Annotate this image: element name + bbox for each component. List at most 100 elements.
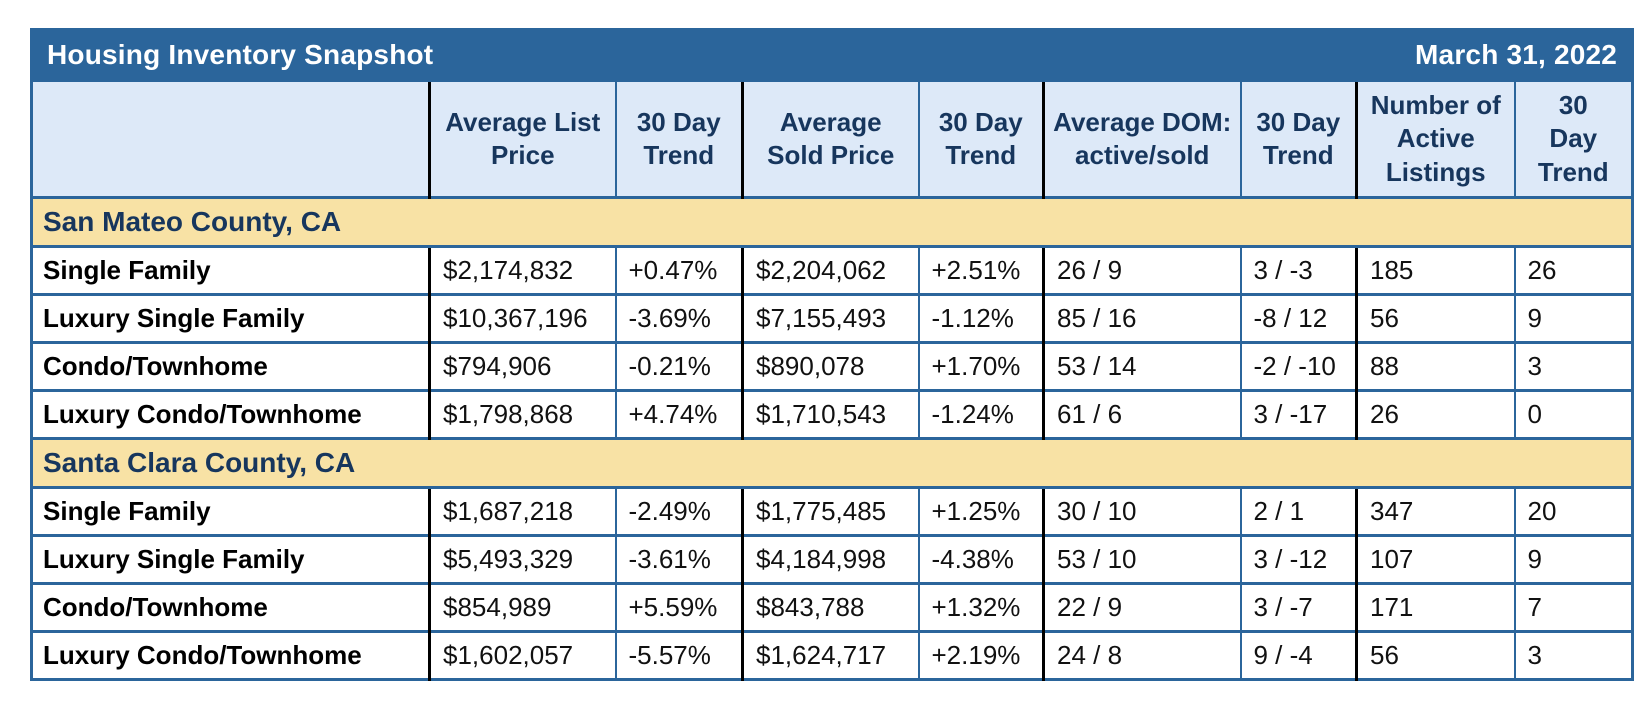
listings-trend-cell: 9 — [1513, 534, 1633, 584]
row-label: Condo/Townhome — [31, 341, 430, 391]
col-header-dom-trend: 30 Day Trend — [1239, 79, 1357, 198]
list-trend-cell: -5.57% — [614, 630, 743, 680]
page-title: Housing Inventory Snapshot — [47, 39, 434, 70]
list-trend-cell: -0.21% — [614, 341, 743, 391]
avg-list-price-cell: $1,602,057 — [428, 630, 616, 680]
dom-trend-cell: -2 / -10 — [1239, 341, 1357, 391]
section-title: San Mateo County, CA — [31, 196, 1633, 247]
table-row: Condo/Townhome $794,906 -0.21% $890,078 … — [31, 341, 1633, 391]
listings-trend-cell: 7 — [1513, 582, 1633, 632]
sold-trend-cell: -1.24% — [917, 389, 1044, 439]
avg-sold-price-cell: $1,775,485 — [741, 486, 919, 536]
sold-trend-cell: +1.32% — [917, 582, 1044, 632]
sold-trend-cell: -4.38% — [917, 534, 1044, 584]
row-label: Luxury Single Family — [31, 293, 430, 343]
section-header-santa-clara: Santa Clara County, CA — [31, 437, 1633, 488]
col-header-listings-trend-label: 30 Day Trend — [1537, 90, 1609, 187]
list-trend-cell: +5.59% — [614, 582, 743, 632]
dom-trend-cell: 3 / -7 — [1239, 582, 1357, 632]
listings-trend-cell: 3 — [1513, 630, 1633, 680]
sold-trend-cell: +1.25% — [917, 486, 1044, 536]
table-row: Condo/Townhome $854,989 +5.59% $843,788 … — [31, 582, 1633, 632]
col-header-avg-sold-price: Average Sold Price — [741, 79, 919, 198]
column-header-row: Average List Price 30 Day Trend Average … — [31, 79, 1633, 198]
row-label: Luxury Single Family — [31, 534, 430, 584]
dom-trend-cell: 3 / -3 — [1239, 245, 1357, 295]
corner-cell — [31, 79, 430, 198]
listings-trend-cell: 26 — [1513, 245, 1633, 295]
active-listings-cell: 56 — [1355, 293, 1515, 343]
avg-list-price-cell: $854,989 — [428, 582, 616, 632]
listings-trend-cell: 3 — [1513, 341, 1633, 391]
table-row: Single Family $2,174,832 +0.47% $2,204,0… — [31, 245, 1633, 295]
sold-trend-cell: +2.51% — [917, 245, 1044, 295]
dom-trend-cell: 2 / 1 — [1239, 486, 1357, 536]
sold-trend-cell: +1.70% — [917, 341, 1044, 391]
col-header-sold-trend: 30 Day Trend — [917, 79, 1044, 198]
row-label: Condo/Townhome — [31, 582, 430, 632]
dom-trend-cell: 3 / -17 — [1239, 389, 1357, 439]
avg-list-price-cell: $5,493,329 — [428, 534, 616, 584]
active-listings-cell: 56 — [1355, 630, 1515, 680]
row-label: Luxury Condo/Townhome — [31, 389, 430, 439]
avg-sold-price-cell: $1,624,717 — [741, 630, 919, 680]
list-trend-cell: -3.61% — [614, 534, 743, 584]
housing-inventory-table: Housing Inventory Snapshot March 31, 202… — [30, 28, 1635, 681]
sold-trend-cell: +2.19% — [917, 630, 1044, 680]
active-listings-cell: 26 — [1355, 389, 1515, 439]
avg-dom-cell: 26 / 9 — [1042, 245, 1241, 295]
active-listings-cell: 88 — [1355, 341, 1515, 391]
inventory-table: Housing Inventory Snapshot March 31, 202… — [30, 28, 1635, 681]
list-trend-cell: +4.74% — [614, 389, 743, 439]
avg-sold-price-cell: $4,184,998 — [741, 534, 919, 584]
report-date: March 31, 2022 — [1415, 39, 1618, 70]
list-trend-cell: +0.47% — [614, 245, 743, 295]
avg-sold-price-cell: $1,710,543 — [741, 389, 919, 439]
table-row: Luxury Single Family $5,493,329 -3.61% $… — [31, 534, 1633, 584]
col-header-avg-list-price: Average List Price — [428, 79, 616, 198]
avg-dom-cell: 53 / 10 — [1042, 534, 1241, 584]
dom-trend-cell: 3 / -12 — [1239, 534, 1357, 584]
avg-dom-cell: 24 / 8 — [1042, 630, 1241, 680]
section-header-san-mateo: San Mateo County, CA — [31, 196, 1633, 247]
col-header-avg-dom: Average DOM: active/sold — [1042, 79, 1241, 198]
avg-list-price-cell: $1,798,868 — [428, 389, 616, 439]
active-listings-cell: 185 — [1355, 245, 1515, 295]
avg-list-price-cell: $794,906 — [428, 341, 616, 391]
avg-list-price-cell: $2,174,832 — [428, 245, 616, 295]
dom-trend-cell: -8 / 12 — [1239, 293, 1357, 343]
avg-list-price-cell: $1,687,218 — [428, 486, 616, 536]
row-label: Single Family — [31, 486, 430, 536]
row-label: Single Family — [31, 245, 430, 295]
col-header-list-trend: 30 Day Trend — [614, 79, 743, 198]
list-trend-cell: -2.49% — [614, 486, 743, 536]
active-listings-cell: 347 — [1355, 486, 1515, 536]
avg-sold-price-cell: $843,788 — [741, 582, 919, 632]
col-header-listings-trend: 30 Day Trend — [1513, 79, 1633, 198]
avg-dom-cell: 53 / 14 — [1042, 341, 1241, 391]
col-header-active-listings: Number of Active Listings — [1355, 79, 1515, 198]
active-listings-cell: 171 — [1355, 582, 1515, 632]
title-bar: Housing Inventory Snapshot March 31, 202… — [31, 29, 1633, 81]
avg-sold-price-cell: $890,078 — [741, 341, 919, 391]
listings-trend-cell: 0 — [1513, 389, 1633, 439]
avg-sold-price-cell: $7,155,493 — [741, 293, 919, 343]
section-title: Santa Clara County, CA — [31, 437, 1633, 488]
active-listings-cell: 107 — [1355, 534, 1515, 584]
listings-trend-cell: 9 — [1513, 293, 1633, 343]
avg-dom-cell: 22 / 9 — [1042, 582, 1241, 632]
table-row: Luxury Condo/Townhome $1,798,868 +4.74% … — [31, 389, 1633, 439]
table-row: Luxury Single Family $10,367,196 -3.69% … — [31, 293, 1633, 343]
dom-trend-cell: 9 / -4 — [1239, 630, 1357, 680]
row-label: Luxury Condo/Townhome — [31, 630, 430, 680]
table-row: Single Family $1,687,218 -2.49% $1,775,4… — [31, 486, 1633, 536]
list-trend-cell: -3.69% — [614, 293, 743, 343]
avg-dom-cell: 85 / 16 — [1042, 293, 1241, 343]
avg-sold-price-cell: $2,204,062 — [741, 245, 919, 295]
avg-dom-cell: 30 / 10 — [1042, 486, 1241, 536]
listings-trend-cell: 20 — [1513, 486, 1633, 536]
avg-dom-cell: 61 / 6 — [1042, 389, 1241, 439]
avg-list-price-cell: $10,367,196 — [428, 293, 616, 343]
sold-trend-cell: -1.12% — [917, 293, 1044, 343]
table-row: Luxury Condo/Townhome $1,602,057 -5.57% … — [31, 630, 1633, 680]
